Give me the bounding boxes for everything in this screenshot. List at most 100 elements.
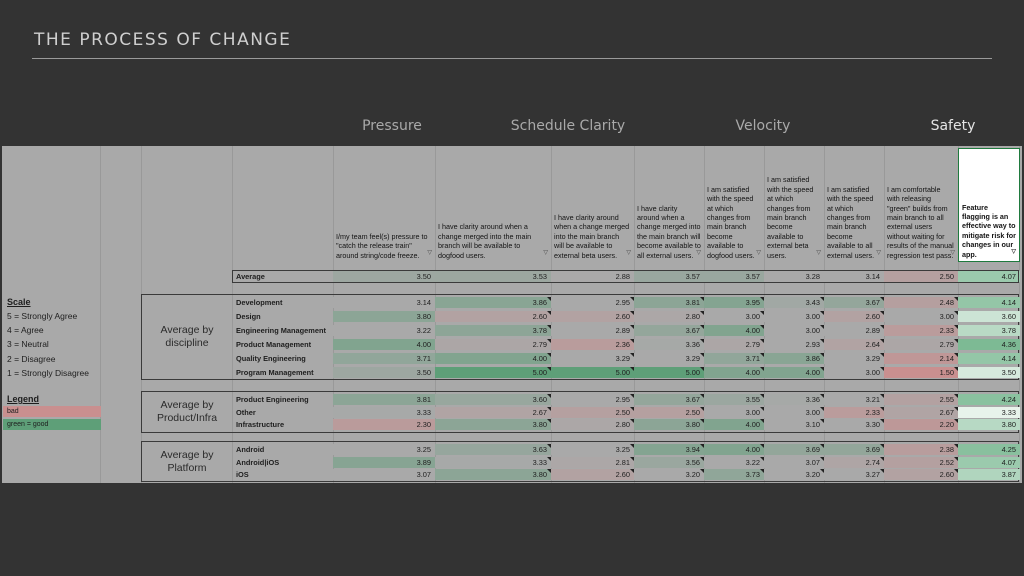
score-cell[interactable]: 4.00 xyxy=(704,444,764,455)
question-header[interactable]: I have clarity around when a change merg… xyxy=(551,148,634,262)
score-cell[interactable]: 3.14 xyxy=(333,297,435,308)
question-header[interactable]: I am satisfied with the speed at which c… xyxy=(704,148,764,262)
score-cell[interactable]: 3.27 xyxy=(824,469,884,480)
score-cell[interactable]: 2.95 xyxy=(551,297,634,308)
score-cell[interactable]: 3.00 xyxy=(704,406,764,418)
question-header[interactable]: I/my team feel(s) pressure to "catch the… xyxy=(333,148,435,262)
score-cell[interactable]: 4.07 xyxy=(958,456,1020,468)
score-cell[interactable]: 3.07 xyxy=(333,469,435,480)
score-cell[interactable]: 3.50 xyxy=(958,367,1020,378)
score-cell[interactable]: 5.00 xyxy=(551,367,634,378)
score-cell[interactable]: 2.33 xyxy=(824,406,884,418)
score-cell[interactable]: 5.00 xyxy=(435,367,551,378)
question-header[interactable]: I am comfortable with releasing "green" … xyxy=(884,148,958,262)
question-header[interactable]: I am satisfied with the speed at which c… xyxy=(824,148,884,262)
score-cell[interactable]: 3.00 xyxy=(704,311,764,322)
score-cell[interactable]: 3.86 xyxy=(435,297,551,308)
score-cell[interactable]: 3.95 xyxy=(704,297,764,308)
score-cell[interactable]: 2.52 xyxy=(884,456,958,468)
score-cell[interactable]: 2.81 xyxy=(551,456,634,468)
score-cell[interactable]: 2.48 xyxy=(884,297,958,308)
score-cell[interactable]: 3.67 xyxy=(634,394,704,405)
score-cell[interactable]: 2.89 xyxy=(824,325,884,336)
score-cell[interactable]: 3.80 xyxy=(958,419,1020,430)
score-cell[interactable]: 4.00 xyxy=(704,367,764,378)
score-cell[interactable]: 3.60 xyxy=(958,311,1020,322)
score-cell[interactable]: 3.78 xyxy=(958,325,1020,336)
score-cell[interactable]: 3.00 xyxy=(764,311,824,322)
score-cell[interactable]: 3.67 xyxy=(824,297,884,308)
score-cell[interactable]: 2.95 xyxy=(551,394,634,405)
score-cell[interactable]: 3.33 xyxy=(435,456,551,468)
score-cell[interactable]: 3.50 xyxy=(333,271,435,282)
filter-icon[interactable]: ▽ xyxy=(756,249,761,256)
score-cell[interactable]: 3.00 xyxy=(884,311,958,322)
score-cell[interactable]: 2.80 xyxy=(634,311,704,322)
score-cell[interactable]: 3.25 xyxy=(551,444,634,455)
score-cell[interactable]: 3.69 xyxy=(824,444,884,455)
score-cell[interactable]: 5.00 xyxy=(634,367,704,378)
question-header[interactable]: Feature flagging is an effective way to … xyxy=(958,148,1020,262)
score-cell[interactable]: 3.71 xyxy=(333,353,435,364)
score-cell[interactable]: 2.33 xyxy=(884,325,958,336)
score-cell[interactable]: 3.50 xyxy=(333,367,435,378)
score-cell[interactable]: 3.53 xyxy=(435,271,551,282)
score-cell[interactable]: 2.38 xyxy=(884,444,958,455)
score-cell[interactable]: 3.67 xyxy=(634,325,704,336)
score-cell[interactable]: 3.56 xyxy=(634,456,704,468)
score-cell[interactable]: 3.87 xyxy=(958,469,1020,480)
score-cell[interactable]: 2.88 xyxy=(551,271,634,282)
question-header[interactable]: I am satisfied with the speed at which c… xyxy=(764,148,824,262)
score-cell[interactable]: 1.50 xyxy=(884,367,958,378)
score-cell[interactable]: 4.36 xyxy=(958,339,1020,350)
score-cell[interactable]: 3.29 xyxy=(634,353,704,364)
score-cell[interactable]: 3.71 xyxy=(704,353,764,364)
score-cell[interactable]: 3.00 xyxy=(764,406,824,418)
score-cell[interactable]: 2.30 xyxy=(333,419,435,430)
score-cell[interactable]: 3.07 xyxy=(764,456,824,468)
score-cell[interactable]: 4.07 xyxy=(958,271,1020,282)
score-cell[interactable]: 3.33 xyxy=(958,406,1020,418)
score-cell[interactable]: 2.79 xyxy=(435,339,551,350)
score-cell[interactable]: 3.89 xyxy=(333,456,435,468)
filter-icon[interactable]: ▽ xyxy=(543,249,548,256)
score-cell[interactable]: 3.14 xyxy=(824,271,884,282)
score-cell[interactable]: 3.22 xyxy=(333,325,435,336)
score-cell[interactable]: 2.50 xyxy=(884,271,958,282)
score-cell[interactable]: 3.20 xyxy=(764,469,824,480)
score-cell[interactable]: 3.33 xyxy=(333,406,435,418)
score-cell[interactable]: 3.43 xyxy=(764,297,824,308)
score-cell[interactable]: 3.60 xyxy=(435,394,551,405)
question-header[interactable]: I have clarity around when a change merg… xyxy=(634,148,704,262)
score-cell[interactable]: 3.57 xyxy=(704,271,764,282)
score-cell[interactable]: 2.60 xyxy=(824,311,884,322)
score-cell[interactable]: 2.60 xyxy=(435,311,551,322)
filter-icon[interactable]: ▽ xyxy=(1011,248,1016,255)
filter-icon[interactable]: ▽ xyxy=(696,249,701,256)
score-cell[interactable]: 4.00 xyxy=(435,353,551,364)
score-cell[interactable]: 3.80 xyxy=(333,311,435,322)
filter-icon[interactable]: ▽ xyxy=(626,249,631,256)
score-cell[interactable]: 2.67 xyxy=(884,406,958,418)
score-cell[interactable]: 4.14 xyxy=(958,353,1020,364)
question-header[interactable]: I have clarity around when a change merg… xyxy=(435,148,551,262)
score-cell[interactable]: 2.89 xyxy=(551,325,634,336)
score-cell[interactable]: 3.69 xyxy=(764,444,824,455)
score-cell[interactable]: 3.80 xyxy=(435,419,551,430)
score-cell[interactable]: 2.14 xyxy=(884,353,958,364)
score-cell[interactable]: 3.29 xyxy=(551,353,634,364)
score-cell[interactable]: 4.00 xyxy=(704,325,764,336)
score-cell[interactable]: 4.00 xyxy=(333,339,435,350)
score-cell[interactable]: 4.24 xyxy=(958,394,1020,405)
filter-icon[interactable]: ▽ xyxy=(427,249,432,256)
score-cell[interactable]: 3.21 xyxy=(824,394,884,405)
score-cell[interactable]: 3.86 xyxy=(764,353,824,364)
score-cell[interactable]: 2.36 xyxy=(551,339,634,350)
filter-icon[interactable]: ▽ xyxy=(876,249,881,256)
score-cell[interactable]: 3.55 xyxy=(704,394,764,405)
score-cell[interactable]: 3.73 xyxy=(704,469,764,480)
score-cell[interactable]: 2.74 xyxy=(824,456,884,468)
score-cell[interactable]: 4.00 xyxy=(704,419,764,430)
score-cell[interactable]: 3.94 xyxy=(634,444,704,455)
score-cell[interactable]: 4.00 xyxy=(764,367,824,378)
